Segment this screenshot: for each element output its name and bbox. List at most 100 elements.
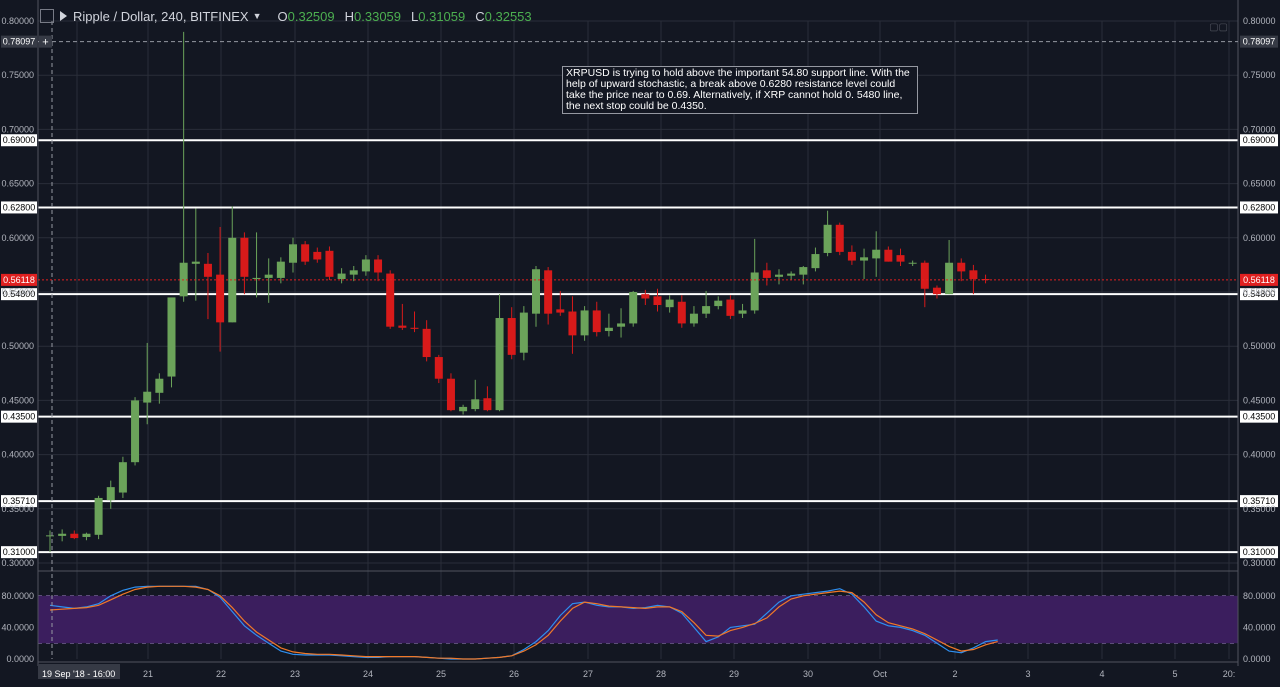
candle-down [374,259,383,273]
level-tag-right [1240,546,1278,559]
candle-up [289,244,297,263]
axis-labels: 0.80000 0.80000 0.75000 0.75000 0.70000 0.700… [1,16,1276,679]
annotation-note[interactable]: XRPUSD is trying to hold above the impor… [562,66,918,114]
candle-up [945,262,954,295]
time-tick: 25 [436,669,446,679]
candle-down [386,273,395,327]
level-label-right: 0.31000 [1243,547,1276,557]
candle-up [118,462,127,493]
level-tag-left [1,288,37,301]
flag-icon[interactable] [60,11,67,21]
price-tick-left: 0.60000 [1,233,34,243]
price-tick-right: 0.40000 [1243,450,1276,460]
crosshair-tag-right [1240,35,1278,48]
crosshair-tag-left [1,35,37,48]
candle-up [702,306,711,314]
price-tick-left: 0.75000 [1,70,34,80]
stoch-tick-right: 0.0000 [1243,654,1271,664]
current-price-right: 0.56118 [1243,275,1275,285]
price-tick-right: 0.80000 [1243,16,1276,26]
candle-up [519,312,528,353]
candle-up [629,292,638,324]
candle-up [495,318,504,411]
level-label-left: 0.62800 [3,202,36,212]
candle-down [410,327,419,329]
candle-down [592,310,601,333]
level-tag-left [1,134,37,147]
grid [38,20,1238,659]
price-tick-left: 0.50000 [1,341,34,351]
candle-down [203,263,212,277]
candle-down [981,278,990,281]
crosshair-price-right: 0.78097 [1243,37,1276,47]
price-tick-right: 0.30000 [1243,558,1276,568]
symbol-title[interactable]: Ripple / Dollar, 240, BITFINEX [73,8,249,24]
level-tag-left [1,546,37,559]
candle-down [762,270,771,278]
candle-up [908,262,917,264]
level-tag-right [1240,134,1278,147]
candle-up [738,310,747,314]
candle-down [920,262,929,289]
chart-type-icon[interactable] [40,9,54,23]
candle-down [434,357,443,379]
time-tick: 21 [143,669,153,679]
time-tick: 4 [1099,669,1104,679]
candle-up [46,535,54,537]
low-value: 0.31059 [418,8,466,24]
candle-down [507,318,516,355]
stoch-overbought-band [38,595,1238,644]
level-tag-right [1240,288,1278,301]
candle-down [641,294,650,299]
level-tag-left [1,410,37,423]
level-tag-left [1,201,37,214]
candle-up [532,269,540,314]
candle-up [349,270,358,275]
level-tag-right [1240,201,1278,214]
time-tick: 23 [290,669,300,679]
candle-down [726,299,735,316]
plus-icon[interactable] [39,35,52,48]
high-value: 0.33059 [354,8,402,24]
stoch-tick-left: 80.0000 [1,591,34,601]
candle-up [191,261,200,264]
price-tick-left: 0.35000 [1,504,34,514]
candle-up [860,257,869,261]
current-price-tag-right [1240,273,1278,286]
time-tick: 22 [216,669,226,679]
time-tick-highlight [38,664,120,679]
candle-up [337,273,346,279]
level-label-right: 0.69000 [1243,135,1276,145]
current-price-left: 0.56118 [3,275,35,285]
candle-down [884,249,893,262]
candle-up [143,391,152,403]
price-tick-left: 0.30000 [1,558,34,568]
level-tag-right [1240,410,1278,423]
price-tick-left: 0.65000 [1,179,34,189]
stoch-tick-right: 40.0000 [1243,622,1276,632]
chevron-down-icon[interactable]: ▼ [252,11,262,21]
symbol-header: Ripple / Dollar, 240, BITFINEX ▼ O0.3250… [40,4,532,28]
candle-up [617,323,626,327]
candle-down [240,237,249,277]
stoch-tick-right: 80.0000 [1243,591,1276,601]
time-tick: 20: [1223,669,1236,679]
time-tick: 26 [509,669,519,679]
candle-up [823,224,832,253]
low-label: L [411,8,419,24]
high-label: H [344,8,355,24]
candle-down [398,325,407,328]
price-tick-right: 0.45000 [1243,395,1276,405]
candle-up [264,274,273,278]
candle-down [957,262,966,272]
candle-up [750,272,759,311]
candle-up [714,300,723,307]
price-tick-right: 0.60000 [1243,233,1276,243]
stoch-d-line [49,585,998,660]
level-tag-right [1240,495,1278,508]
horizontal-levels[interactable]: 0.69000 0.69000 0.62800 0.62800 0.54800 0.548… [1,134,1278,559]
candle-up [799,267,808,275]
camera-icon[interactable]: ▢▢ [1209,22,1228,33]
time-tick: 2 [952,669,957,679]
time-tick: 3 [1025,669,1030,679]
